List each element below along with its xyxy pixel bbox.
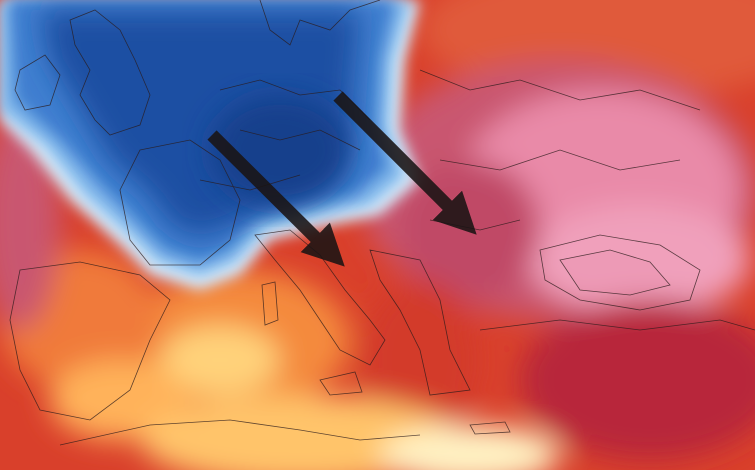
scandinavia-coastline xyxy=(259,0,381,46)
sicily-coastline xyxy=(319,371,363,396)
country-borders xyxy=(9,0,755,446)
north-africa-coastline xyxy=(59,419,421,446)
britain-coastline xyxy=(69,9,151,136)
france-coastline xyxy=(119,139,241,266)
balkans-coastline xyxy=(369,249,471,396)
sardinia-coastline xyxy=(261,281,279,326)
arrow-west-icon xyxy=(207,130,345,267)
arrow-east-icon xyxy=(333,91,477,235)
black-sea-basin xyxy=(559,249,671,296)
ireland-coastline xyxy=(14,54,61,111)
advection-arrows xyxy=(207,91,477,267)
crete-coastline xyxy=(469,421,511,435)
turkey-coastline xyxy=(479,319,755,331)
iberia-coastline xyxy=(9,261,171,421)
black-sea-coastline xyxy=(539,234,701,311)
central-europe-borders xyxy=(199,69,701,231)
cold-air-mass xyxy=(0,0,420,290)
